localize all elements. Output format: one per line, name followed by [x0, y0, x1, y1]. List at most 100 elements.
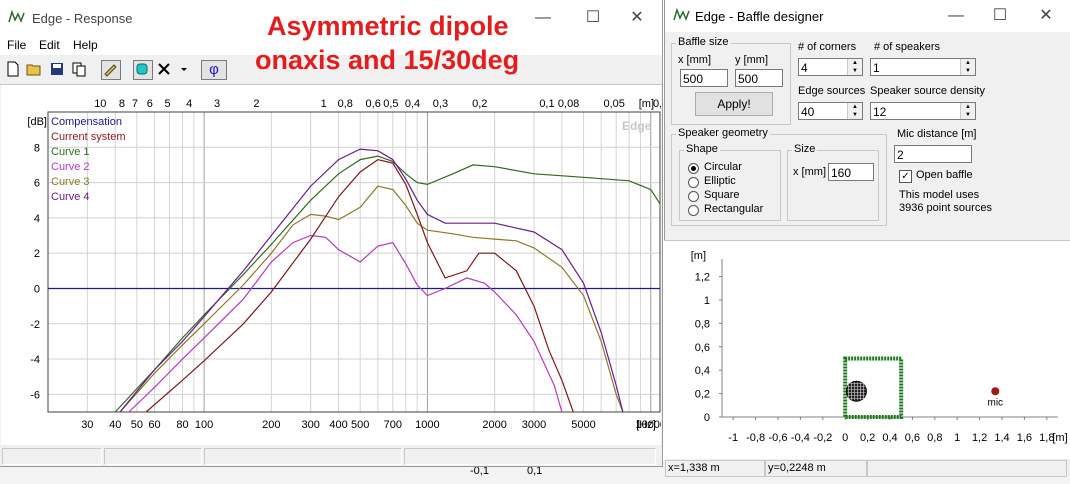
density-label: Speaker source density: [870, 85, 985, 97]
close-button[interactable]: ✕: [630, 9, 644, 26]
y-tick-label: -4: [30, 354, 40, 366]
size-x-label: x [mm]: [793, 166, 826, 178]
shape-radio[interactable]: [688, 205, 699, 216]
close-button[interactable]: ✕: [1039, 7, 1053, 24]
x-tick-label: 1,4: [994, 432, 1009, 444]
chevron-down-icon: [181, 68, 187, 71]
top-tick-label: 2: [253, 98, 259, 110]
x-tick-label: -0,6: [769, 432, 788, 444]
x-unit-label: [m]: [1052, 432, 1067, 444]
draw-curve-button[interactable]: [101, 60, 121, 80]
open-button[interactable]: [25, 60, 45, 80]
baffle-x-input[interactable]: 500: [680, 69, 728, 87]
response-title-bar[interactable]: Edge - Response — ☐ ✕: [0, 0, 662, 36]
x-tick-label: -0,2: [813, 432, 832, 444]
top-tick-label: 6: [147, 98, 153, 110]
top-tick-label: 0,6: [366, 98, 381, 110]
x-tick-label: 500: [351, 419, 369, 431]
top-tick-label: 0,3: [433, 98, 448, 110]
delete-curve-button[interactable]: [155, 60, 175, 80]
speakers-label: # of speakers: [874, 41, 941, 53]
menu-edit[interactable]: Edit: [39, 38, 60, 52]
window-title: Edge - Baffle designer: [695, 9, 824, 24]
open-baffle-checkbox[interactable]: ✓: [899, 170, 912, 183]
annotation-title-line2: onaxis and 15/30deg: [255, 45, 520, 75]
group-caption: Speaker geometry: [676, 127, 770, 139]
menu-help[interactable]: Help: [73, 38, 98, 52]
minimize-button[interactable]: —: [535, 9, 551, 26]
model-note: This model uses: [899, 189, 980, 201]
series-line: [119, 185, 624, 413]
shape-option-label: Circular: [704, 161, 742, 173]
y-tick-label: 0: [704, 412, 710, 424]
speaker-button[interactable]: [133, 60, 153, 80]
shape-radio[interactable]: [688, 191, 699, 202]
baffle-title-bar[interactable]: Edge - Baffle designer — ☐ ✕: [665, 0, 1070, 32]
size-group: Size x [mm] 160: [787, 143, 879, 221]
background-value: 0,1: [527, 465, 543, 477]
mic-distance-input[interactable]: 2: [894, 145, 972, 163]
x-unit-label: [Hz]: [636, 419, 656, 431]
menu-file[interactable]: File: [7, 38, 27, 52]
shape-radio[interactable]: [688, 163, 699, 174]
x-tick-label: 80: [176, 419, 188, 431]
top-tick-label: 0,5: [383, 98, 398, 110]
status-cell: [104, 448, 202, 465]
status-cell: [2, 448, 102, 465]
spinner-arrows[interactable]: ▲ ▼: [960, 103, 975, 119]
baffle-x-label: x [mm]: [678, 54, 711, 66]
baffle-outline[interactable]: [843, 356, 904, 420]
legend-entry: Compensation: [51, 116, 122, 128]
maximize-button[interactable]: ☐: [992, 7, 1008, 24]
response-window: Edge - Response — ☐ ✕ File Edit Help: [0, 0, 674, 467]
maximize-button[interactable]: ☐: [585, 9, 601, 26]
annotation-title-line1: Asymmetric dipole: [267, 11, 509, 41]
edge-sources-spinner[interactable]: 40 ▲ ▼: [798, 102, 863, 120]
status-cell: [867, 460, 1067, 477]
speakers-value: 1: [873, 61, 880, 75]
legend-entry: Curve 4: [51, 191, 90, 203]
cursor-x-readout: x=1,338 m: [665, 460, 765, 477]
x-tick-label: 30: [81, 419, 93, 431]
edge-sources-label: Edge sources: [798, 85, 866, 97]
legend-entry: Curve 1: [51, 146, 90, 158]
size-x-input[interactable]: 160: [828, 163, 874, 181]
speakers-spinner[interactable]: 1 ▲ ▼: [870, 58, 976, 76]
top-tick-label: 8: [119, 98, 125, 110]
apply-button[interactable]: Apply!: [695, 92, 773, 116]
legend-entry: Curve 3: [51, 176, 90, 188]
spinner-arrows[interactable]: ▲ ▼: [960, 59, 975, 75]
x-tick-label: 10000: [635, 419, 661, 431]
mic-marker[interactable]: [991, 387, 1000, 396]
spinner-arrows[interactable]: ▲ ▼: [847, 59, 862, 75]
density-spinner[interactable]: 12 ▲ ▼: [870, 102, 976, 120]
baffle-plot[interactable]: 1,2 1 0,8 0,6 0,4 0,2 0 -1 -0,8 -0,6 -0,4 -0,2 0 0,2 0…: [664, 240, 1070, 459]
mic-distance-label: Mic distance [m]: [897, 128, 977, 140]
copy-icon: [72, 62, 86, 77]
y-tick-label: 8: [34, 142, 40, 154]
phase-button[interactable]: φ: [201, 60, 227, 80]
shape-radio[interactable]: [688, 177, 699, 188]
corners-spinner[interactable]: 4 ▲ ▼: [798, 58, 863, 76]
group-caption: Shape: [684, 143, 720, 155]
background-value: -0,1: [470, 465, 489, 477]
point-sources-count: 3936 point sources: [899, 202, 992, 214]
edge-sources-value: 40: [801, 105, 815, 119]
spinner-arrows[interactable]: ▲ ▼: [847, 103, 862, 119]
x-tick-label: 700: [384, 419, 402, 431]
baffle-y-input[interactable]: 500: [735, 69, 783, 87]
top-tick-label: 1: [321, 98, 327, 110]
copy-button[interactable]: [70, 60, 90, 80]
x-tick-label: 1000: [415, 419, 439, 431]
x-tick-label: 0,6: [905, 432, 920, 444]
minimize-button[interactable]: —: [948, 7, 964, 24]
shape-option-label: Square: [704, 189, 740, 201]
density-value: 12: [873, 105, 887, 119]
save-button[interactable]: [48, 60, 68, 80]
speaker-geometry-group: Speaker geometry Shape Circular Elliptic S…: [671, 127, 887, 226]
app-icon: [673, 8, 690, 22]
curve-dropdown[interactable]: [178, 60, 190, 80]
x-tick-label: 5000: [571, 419, 595, 431]
new-file-button[interactable]: [4, 60, 24, 80]
top-tick-label: 0,03: [653, 98, 661, 110]
